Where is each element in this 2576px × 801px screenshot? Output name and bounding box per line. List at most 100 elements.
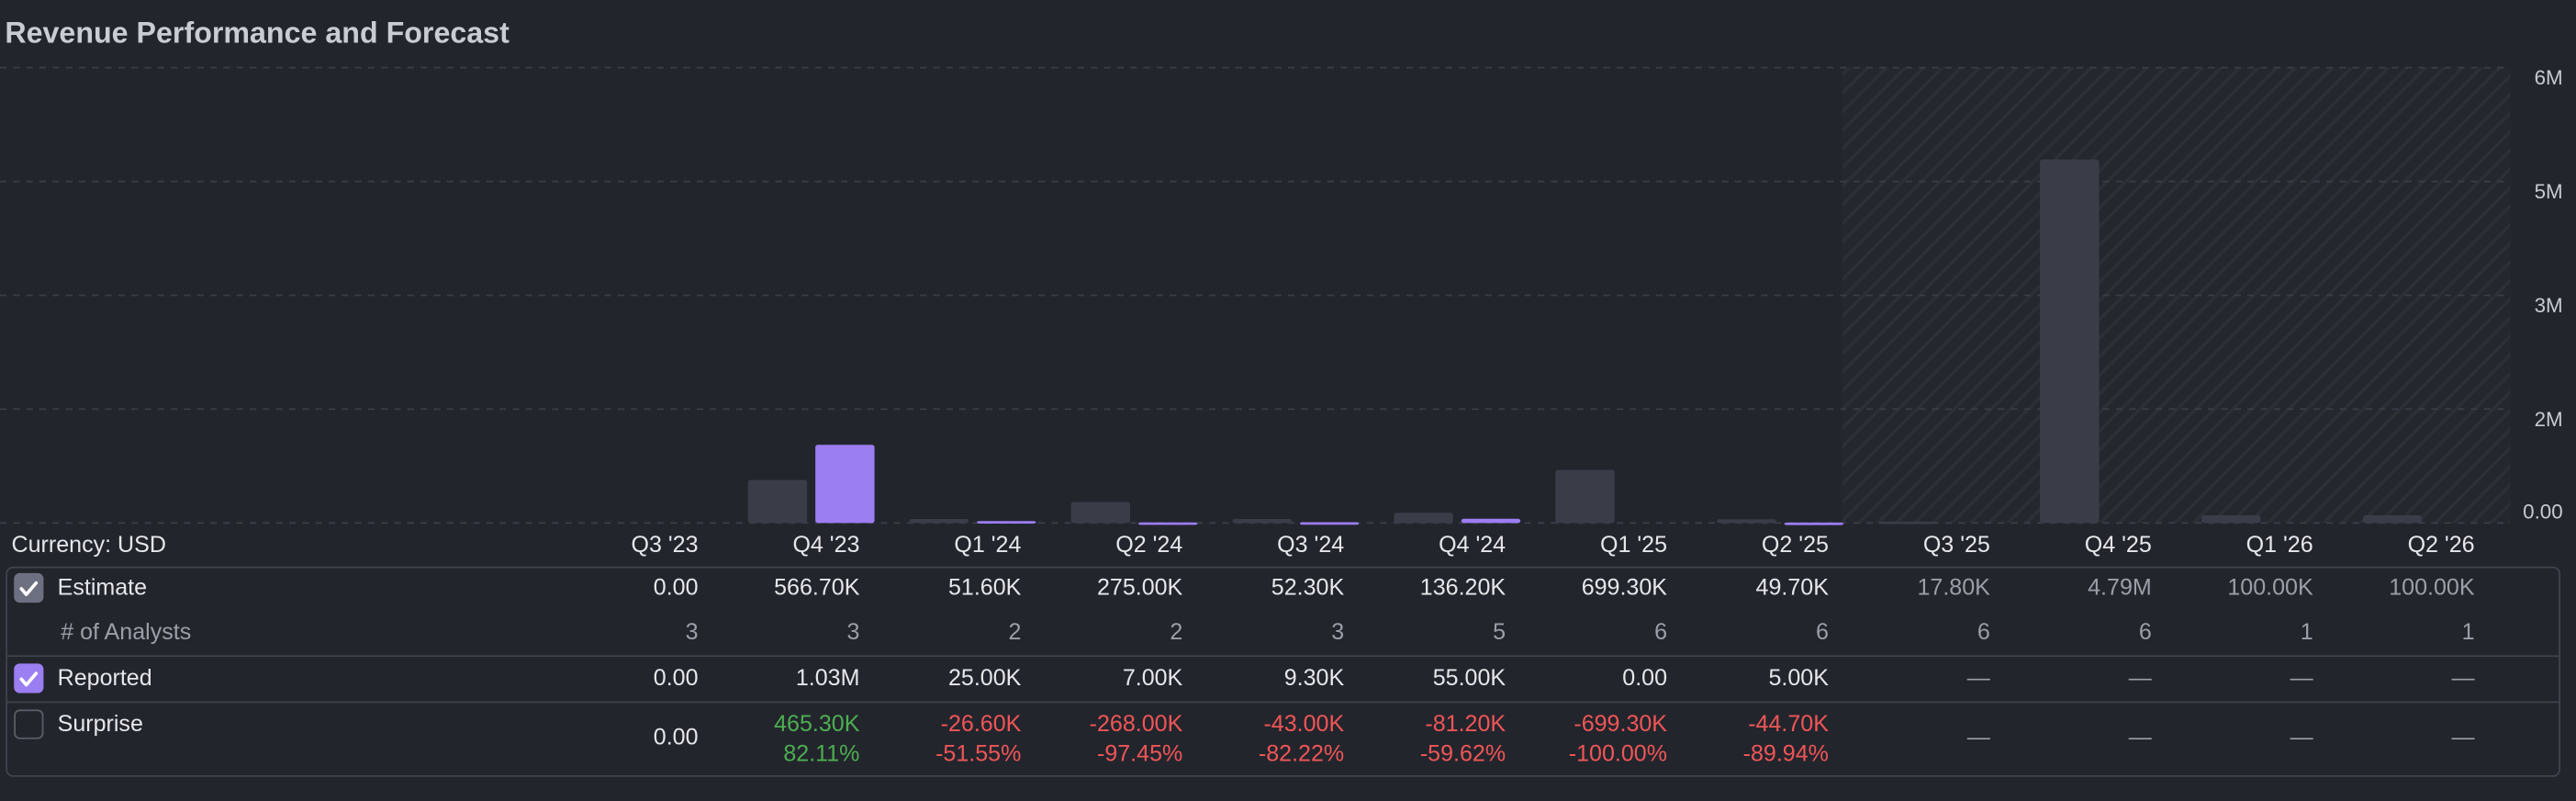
surprise-value: —: [2452, 724, 2476, 750]
bar: [2362, 515, 2423, 524]
surprise-percent: 82.11%: [783, 740, 859, 766]
row-label: # of Analysts: [61, 619, 191, 645]
cell-value: 100.00K: [2227, 575, 2313, 601]
cell-value: 275.00K: [1097, 575, 1183, 601]
checkbox: [14, 663, 44, 694]
analyst-count: 5: [1493, 619, 1506, 645]
cell-value: 566.70K: [774, 575, 860, 601]
surprise-percent: -59.62%: [1420, 740, 1506, 766]
analyst-count: 6: [1977, 619, 1990, 645]
x-tick-label: Q1 '26: [2246, 532, 2313, 558]
x-tick-label: Q4 '23: [792, 532, 859, 558]
bar: [1717, 519, 1776, 524]
x-tick-label: Q2 '25: [1762, 532, 1829, 558]
cell-value: 0.00: [654, 575, 699, 601]
bar: [1461, 518, 1521, 524]
cell-value: 7.00K: [1123, 665, 1183, 691]
checkbox: [14, 709, 44, 739]
cell-value: —: [2129, 665, 2153, 691]
cell-value: 0.00: [654, 665, 699, 691]
table-frame: [6, 566, 2560, 777]
y-tick-label: 0.00: [2523, 500, 2563, 523]
surprise-percent: -100.00%: [1569, 740, 1667, 766]
x-tick-label: Q3 '24: [1277, 532, 1344, 558]
cell-value: 4.79M: [2088, 575, 2152, 601]
cell-value: 9.30K: [1284, 665, 1345, 691]
surprise-value: -43.00K: [1263, 711, 1344, 737]
cell-value: 0.00: [1622, 665, 1667, 691]
x-tick-label: Q1 '25: [1600, 532, 1667, 558]
bar: [1784, 522, 1844, 525]
x-tick-label: Q3 '23: [632, 532, 699, 558]
analyst-count: 3: [686, 619, 699, 645]
bar: [1394, 513, 1453, 524]
analyst-count: 6: [1816, 619, 1829, 645]
row-label: Reported: [58, 665, 152, 691]
cell-value: 17.80K: [1917, 575, 1990, 601]
surprise-value: -44.70K: [1748, 711, 1829, 737]
bar: [2040, 159, 2100, 524]
cell-value: 55.00K: [1433, 665, 1506, 691]
cell-value: 49.70K: [1756, 575, 1830, 601]
analyst-count: 3: [847, 619, 860, 645]
bar: [1232, 518, 1292, 524]
bar: [1299, 522, 1360, 525]
checkbox: [14, 572, 44, 604]
cell-value: 699.30K: [1582, 575, 1668, 601]
analyst-count: 6: [2139, 619, 2152, 645]
bar: [1137, 522, 1198, 525]
checkmark: [19, 671, 39, 687]
bar: [747, 479, 808, 524]
analyst-count: 3: [1331, 619, 1344, 645]
x-tick-label: Q3 '25: [1923, 532, 1990, 558]
surprise-value: -81.20K: [1425, 711, 1506, 737]
cell-value: 5.00K: [1768, 665, 1829, 691]
surprise-value: —: [1967, 724, 1991, 750]
cell-value: 136.20K: [1420, 575, 1506, 601]
x-tick-label: Q2 '24: [1115, 532, 1182, 558]
surprise-value: 465.30K: [774, 711, 860, 737]
cell-value: 1.03M: [796, 665, 860, 691]
forecast-region: [1842, 67, 2511, 524]
row-label: Surprise: [58, 711, 143, 737]
x-tick-label: Q4 '25: [2085, 532, 2152, 558]
analyst-count: 1: [2462, 619, 2475, 645]
bar: [909, 519, 969, 524]
surprise-value: -699.30K: [1574, 711, 1667, 737]
cell-value: 52.30K: [1271, 575, 1345, 601]
y-tick-label: 6M: [2535, 66, 2563, 89]
cell-value: —: [1967, 665, 1991, 691]
surprise-value: -26.60K: [941, 711, 1022, 737]
y-tick-label: 3M: [2535, 294, 2563, 317]
cell-value: 25.00K: [948, 665, 1022, 691]
cell-value: 100.00K: [2389, 575, 2475, 601]
row-label: Estimate: [58, 575, 147, 601]
bar: [1878, 521, 1938, 525]
bar: [1070, 502, 1131, 524]
bar: [815, 445, 875, 524]
x-tick-label: Q1 '24: [954, 532, 1021, 558]
x-tick-label: Q2 '26: [2408, 532, 2475, 558]
bar: [1555, 469, 1615, 524]
analyst-count: 6: [1654, 619, 1667, 645]
analyst-count: 1: [2301, 619, 2313, 645]
surprise-percent: -89.94%: [1743, 740, 1829, 766]
y-tick-label: 5M: [2535, 180, 2563, 203]
surprise-value: —: [2129, 724, 2153, 750]
chart-title: Revenue Performance and Forecast: [5, 16, 510, 49]
y-tick-label: 2M: [2535, 408, 2563, 431]
surprise-value: -268.00K: [1090, 711, 1183, 737]
cell-value: 51.60K: [948, 575, 1022, 601]
cell-value: —: [2452, 665, 2476, 691]
x-tick-label: Q4 '24: [1439, 532, 1506, 558]
surprise-value: 0.00: [654, 724, 699, 750]
analyst-count: 2: [1008, 619, 1021, 645]
cell-value: —: [2290, 665, 2314, 691]
surprise-percent: -82.22%: [1259, 740, 1344, 766]
bar: [2201, 515, 2261, 524]
currency-label: Currency: USD: [12, 532, 166, 558]
surprise-value: —: [2290, 724, 2314, 750]
surprise-percent: -97.45%: [1097, 740, 1182, 766]
